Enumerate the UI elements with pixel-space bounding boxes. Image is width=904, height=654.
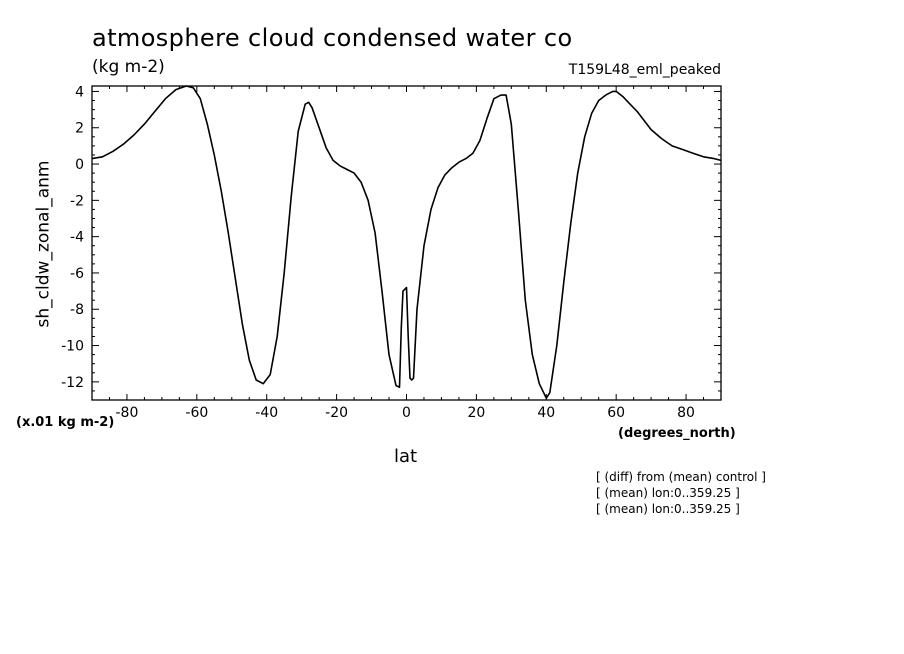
y-tick-label: -8 (70, 302, 84, 318)
x-tick-label: 80 (677, 405, 695, 421)
y-tick-label: -12 (61, 375, 84, 391)
y-tick-label: 4 (75, 84, 84, 100)
x-tick-label: -60 (185, 405, 208, 421)
x-tick-label: 40 (537, 405, 555, 421)
x-tick-label: -80 (116, 405, 139, 421)
y-tick-label: -4 (70, 230, 84, 246)
x-tick-label: -40 (255, 405, 278, 421)
y-axis-label: sh_cldw_zonal_anm (33, 160, 54, 328)
y-tick-label: 0 (75, 157, 84, 173)
x-tick-label: 0 (402, 405, 411, 421)
chart-units: (kg m-2) (92, 57, 165, 77)
run-label: T159L48_eml_peaked (568, 62, 721, 78)
y-tick-label: -2 (70, 193, 84, 209)
averaging-note: [ (mean) lon:0..359.25 ] (596, 502, 740, 516)
x-axis-label: lat (394, 446, 418, 467)
y-tick-label: -10 (61, 339, 84, 355)
averaging-note: [ (diff) from (mean) control ] (596, 470, 766, 484)
x-axis-units: (degrees_north) (618, 426, 736, 441)
x-tick-label: -20 (325, 405, 348, 421)
y-scale-note: (x.01 kg m-2) (16, 415, 115, 430)
y-tick-label: -6 (70, 266, 84, 282)
averaging-note: [ (mean) lon:0..359.25 ] (596, 486, 740, 500)
plot-frame (91, 85, 722, 401)
chart-title: atmosphere cloud condensed water co (92, 24, 573, 52)
x-tick-label: 60 (607, 405, 625, 421)
y-tick-label: 2 (75, 121, 84, 137)
x-tick-label: 20 (467, 405, 485, 421)
series-line (91, 85, 722, 400)
